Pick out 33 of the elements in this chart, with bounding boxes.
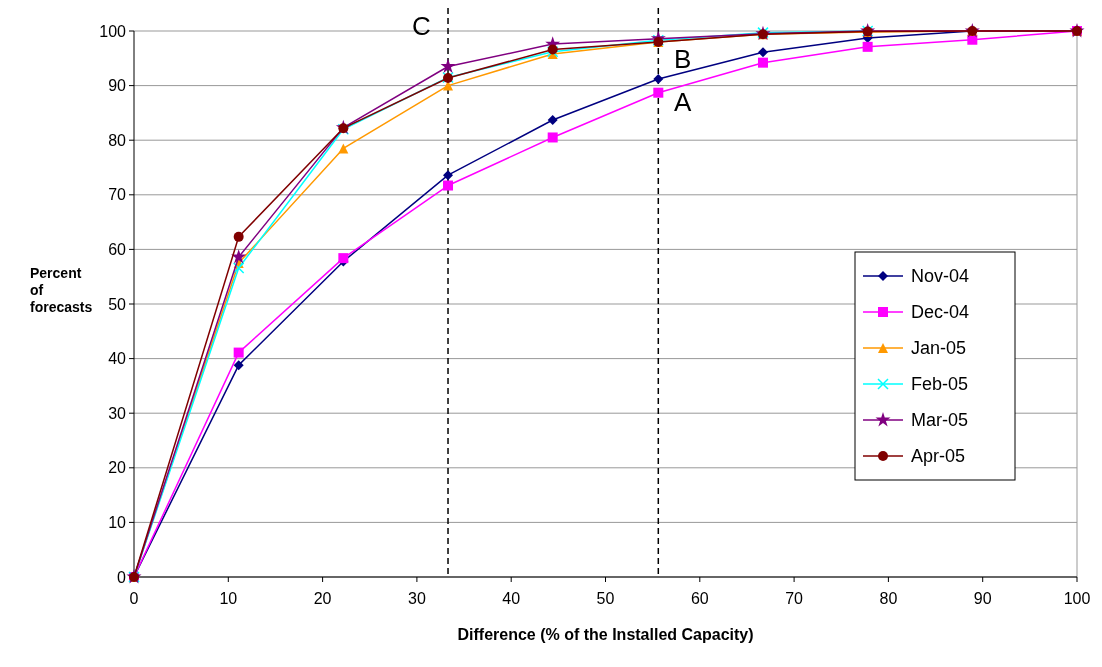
legend-label: Apr-05 <box>911 446 966 467</box>
y-tick-label: 50 <box>108 295 127 313</box>
y-tick-label: 20 <box>108 459 127 477</box>
legend-label: Nov-04 <box>911 266 970 287</box>
legend-label: Mar-05 <box>911 410 969 431</box>
annotation: C <box>412 11 431 41</box>
y-tick-label: 90 <box>108 77 127 95</box>
x-tick-label: 30 <box>408 590 426 607</box>
x-tick-label: 70 <box>785 590 804 607</box>
x-tick-label: 10 <box>219 590 238 607</box>
x-tick-label: 100 <box>1063 590 1091 607</box>
x-tick-label: 80 <box>879 590 898 607</box>
x-tick-label: 0 <box>129 590 139 607</box>
x-tick-label: 20 <box>313 590 332 607</box>
x-tick-label: 50 <box>596 590 615 607</box>
x-tick-label: 90 <box>973 590 992 607</box>
annotation: A <box>674 87 692 117</box>
legend-label: Feb-05 <box>911 374 969 395</box>
legend-label: Dec-04 <box>911 302 970 323</box>
y-axis-title: Percent of forecasts <box>30 265 93 315</box>
y-tick-label: 80 <box>108 131 127 149</box>
y-tick-label: 70 <box>108 186 127 204</box>
y-tick-label: 10 <box>108 514 127 531</box>
y-tick-label: 30 <box>108 404 127 422</box>
x-axis-title: Difference (% of the Installed Capacity) <box>457 626 754 643</box>
x-tick-label: 60 <box>690 590 709 607</box>
annotation: B <box>674 44 692 74</box>
y-tick-label: 40 <box>108 350 127 368</box>
x-tick-label: 40 <box>502 590 521 607</box>
legend-label: Jan-05 <box>911 338 967 359</box>
y-tick-label: 100 <box>99 22 127 40</box>
y-tick-label: 0 <box>117 568 127 586</box>
y-tick-label: 60 <box>108 241 127 258</box>
